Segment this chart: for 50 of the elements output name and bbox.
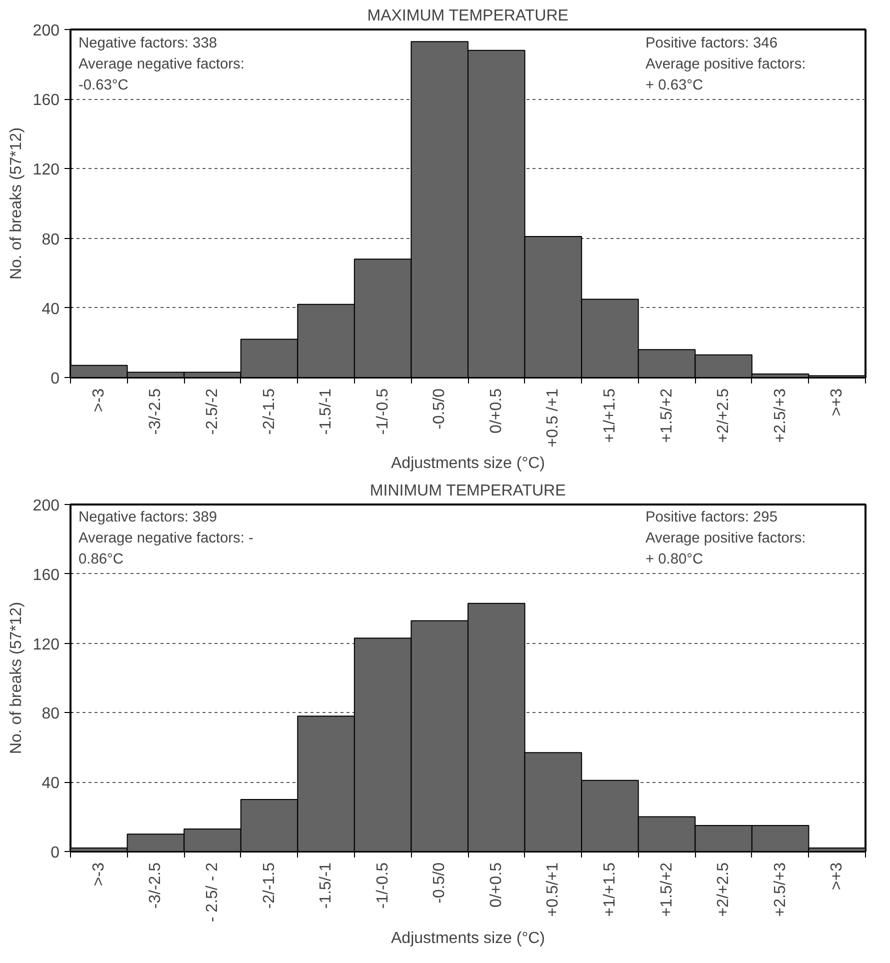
- y-tick-label: 160: [32, 566, 60, 584]
- x-tick-label: - 2.5/ - 2: [204, 862, 221, 922]
- x-tick-label: +0.5 /+1: [544, 388, 562, 448]
- x-tick-label: -3/-2.5: [147, 862, 164, 909]
- x-tick-label: >-3: [90, 388, 108, 412]
- x-tick-label: -2/-1.5: [260, 862, 278, 909]
- x-tick-label: +1/+1.5: [601, 388, 618, 443]
- x-tick-label: -2/-1.5: [260, 388, 278, 435]
- x-tick-label: -1.5/-1: [318, 862, 335, 909]
- x-axis-title: Adjustments size (°C): [391, 455, 546, 472]
- x-tick-label: +1/+1.5: [601, 862, 618, 917]
- x-tick-label: -3/-2.5: [147, 388, 164, 435]
- x-axis-title: Adjustments size (°C): [391, 930, 546, 948]
- annotation: Positive factors: 295 Average positive factors: + 0.80°C: [646, 510, 806, 568]
- x-tick-label: +0.5/+1: [544, 862, 562, 917]
- x-tick-label: -0.5/0: [431, 388, 448, 430]
- y-tick-label: 160: [32, 92, 60, 110]
- annotation: Negative factors: 389 Average negative factors: - 0.86°C: [78, 510, 254, 568]
- x-tick-label: +2/+2.5: [715, 862, 732, 917]
- y-tick-label: 120: [32, 636, 60, 654]
- x-tick-label: -1/-0.5: [374, 862, 392, 909]
- x-tick-label: +1.5/+2: [658, 862, 676, 917]
- y-tick-label: 40: [42, 775, 60, 792]
- y-tick-label: 120: [32, 162, 60, 179]
- x-tick-label: +2/+2.5: [715, 388, 732, 443]
- x-tick-label: >+3: [828, 388, 846, 416]
- x-tick-label: +2.5/+3: [772, 388, 789, 443]
- x-tick-label: -0.5/0: [431, 862, 448, 904]
- chart-title: MINIMUM TEMPERATURE: [370, 482, 566, 500]
- annotation: Negative factors: 338 Average negative factors: -0.63°C: [78, 36, 244, 94]
- y-tick-label: 0: [50, 370, 60, 388]
- y-axis-title: No. of breaks (57*12): [8, 127, 25, 280]
- y-tick-label: 80: [42, 706, 60, 723]
- x-tick-label: +2.5/+3: [772, 862, 789, 917]
- x-tick-label: >+3: [828, 862, 846, 890]
- x-tick-label: +1.5/+2: [658, 388, 676, 443]
- x-tick-label: -1/-0.5: [374, 388, 392, 435]
- y-tick-label: 0: [50, 844, 60, 862]
- x-tick-label: >-3: [90, 862, 108, 886]
- annotation: Positive factors: 346 Average positive factors: + 0.63°C: [646, 36, 806, 94]
- y-tick-label: 200: [32, 498, 60, 514]
- y-tick-label: 80: [42, 231, 60, 248]
- x-tick-label: 0/+0.5: [488, 862, 505, 908]
- chart-title: MAXIMUM TEMPERATURE: [367, 8, 568, 24]
- y-axis-title: No. of breaks (57*12): [8, 602, 25, 754]
- x-tick-label: -2.5/-2: [204, 388, 221, 435]
- y-tick-label: 40: [42, 300, 60, 318]
- x-tick-label: 0/+0.5: [488, 388, 505, 434]
- x-tick-label: -1.5/-1: [318, 388, 335, 435]
- y-tick-label: 200: [32, 22, 60, 40]
